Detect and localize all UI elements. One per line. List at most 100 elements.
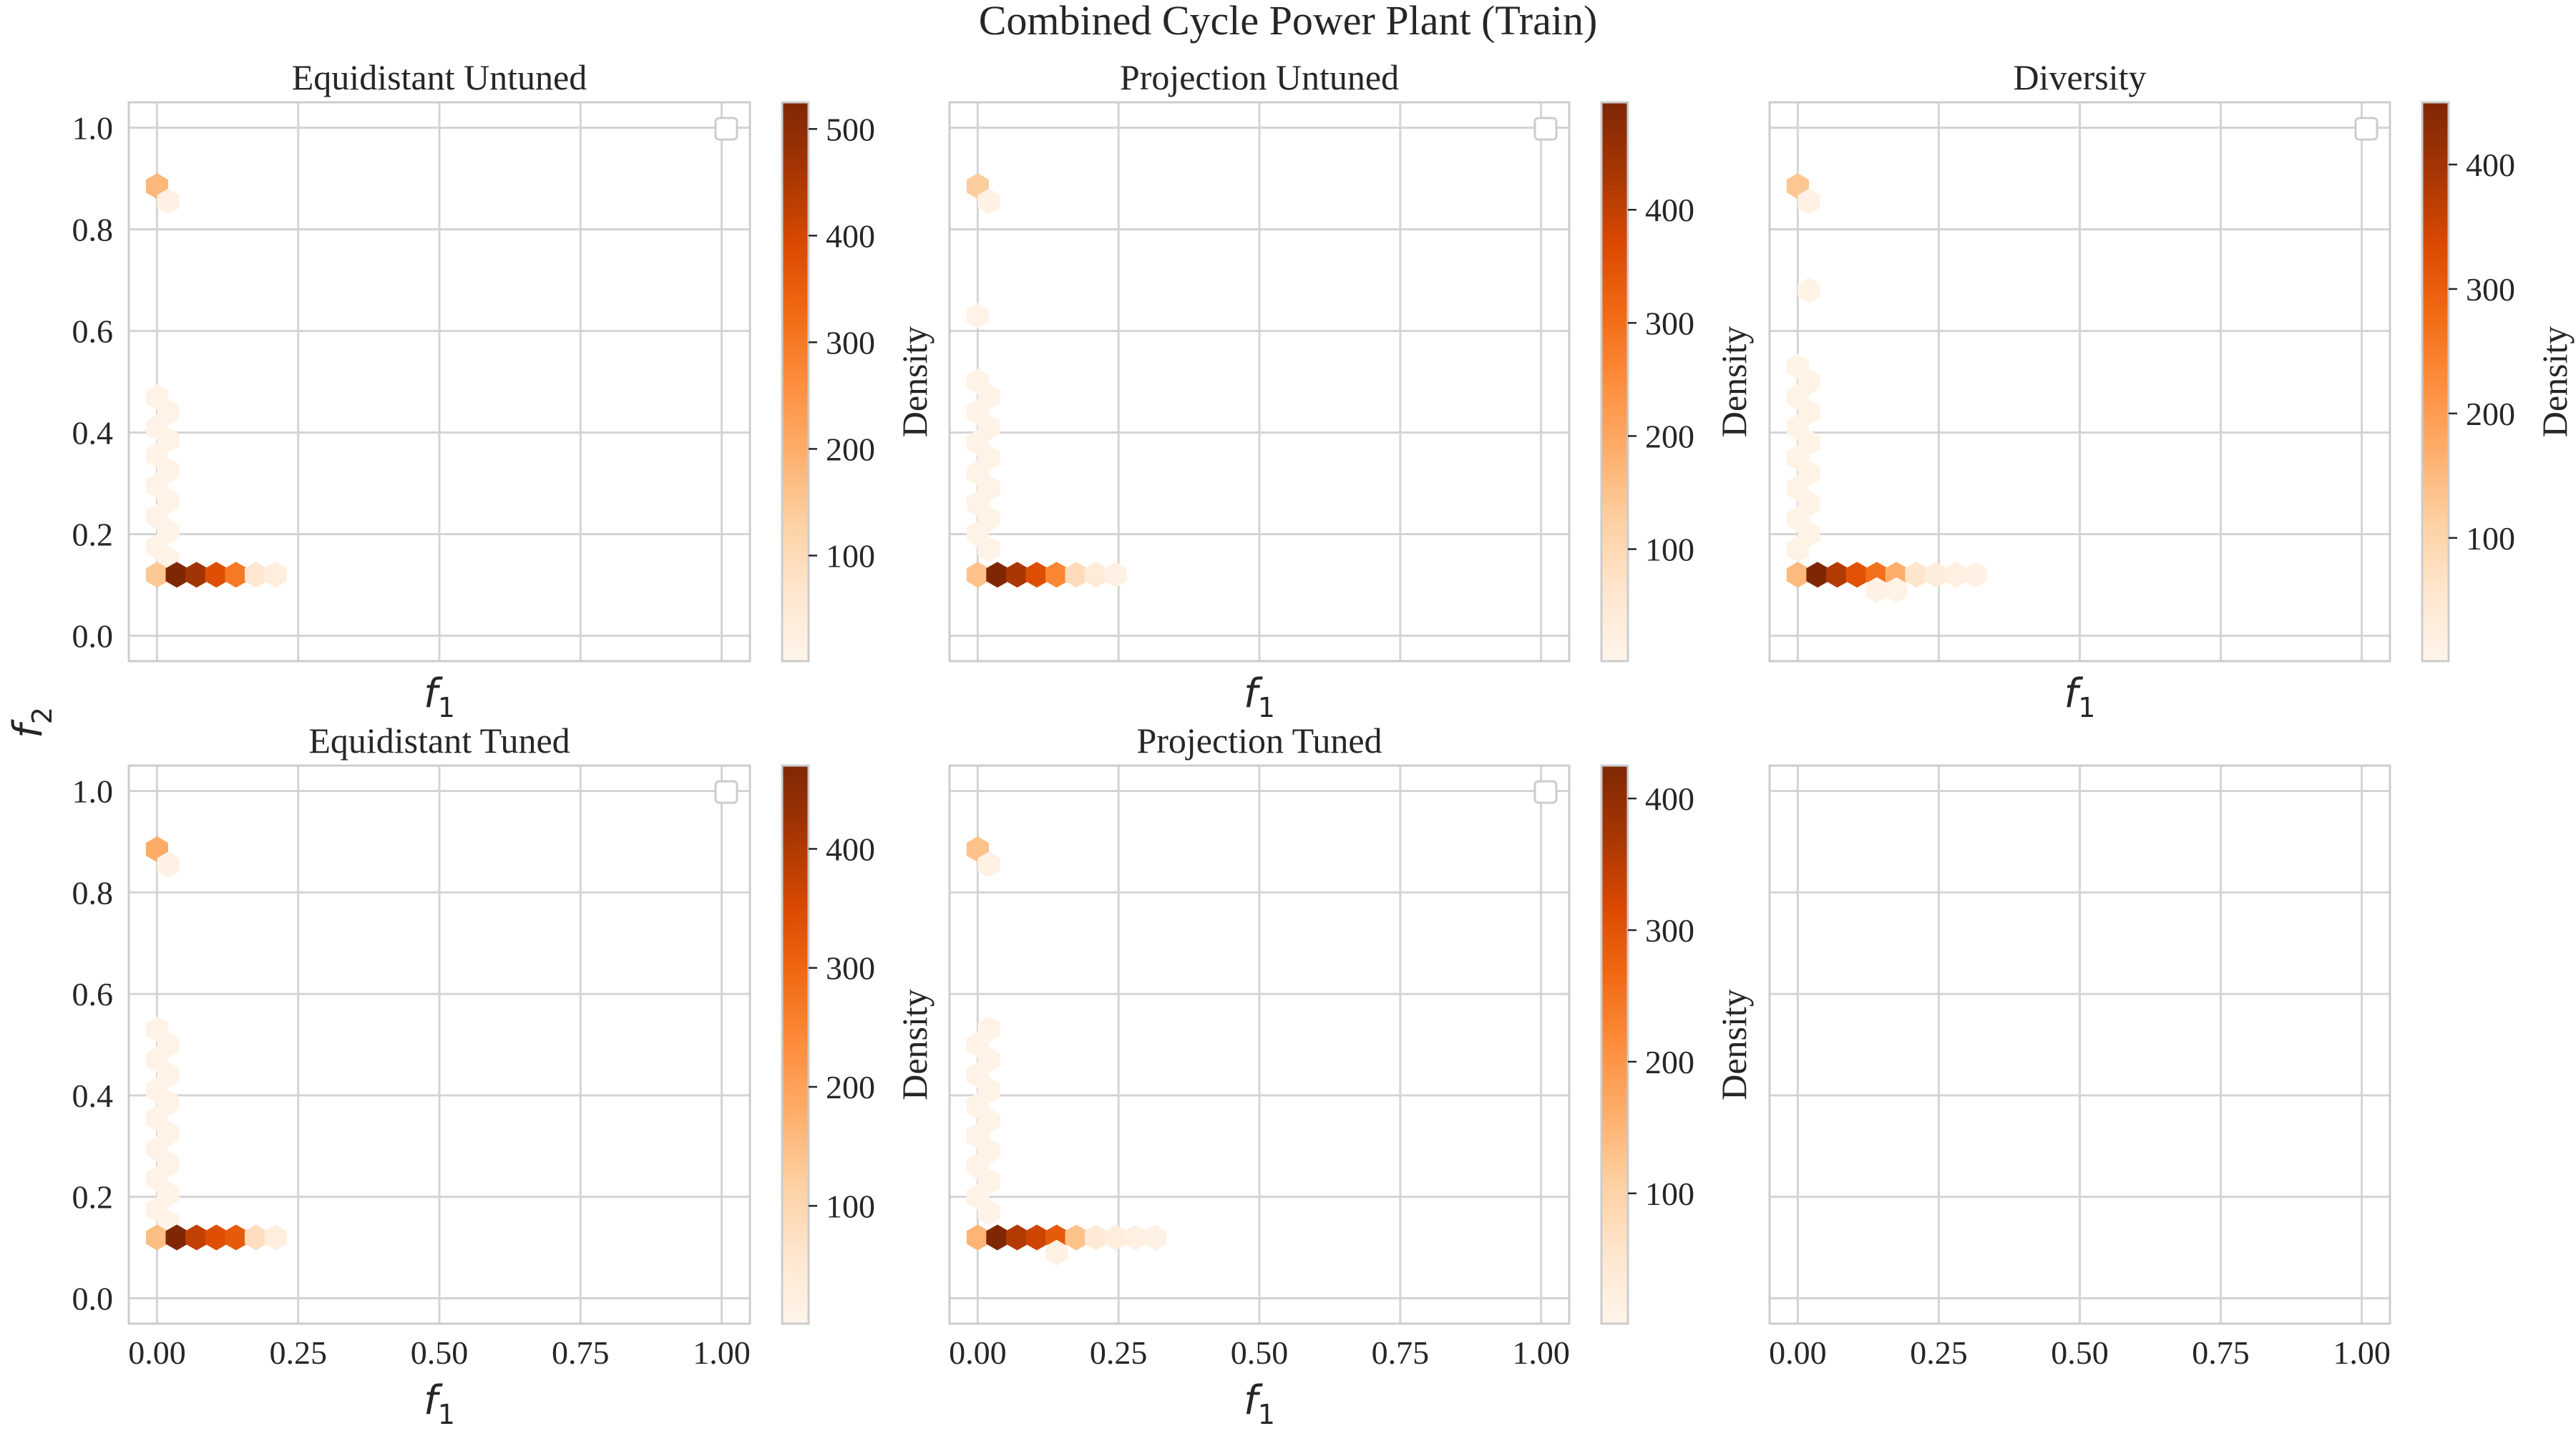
hexbin-cell: [245, 562, 268, 588]
colorbar: 100 200 300 400 Density: [1600, 764, 1754, 1325]
hexbin-cell: [225, 1224, 248, 1251]
y-tick-label: 0.0: [72, 1281, 114, 1317]
hexbin-cell: [1885, 577, 1908, 603]
axes-frame: [1768, 764, 2391, 1325]
colorbar-tick-label: 400: [826, 218, 875, 254]
colorbar-tick-label: 300: [1645, 305, 1694, 341]
x-tick-label: 0.50: [411, 1334, 469, 1371]
colorbar: 100 200 300 400 Density: [1600, 101, 1754, 663]
colorbar-gradient: [781, 101, 810, 663]
hexbin-cell: [165, 1224, 188, 1251]
y-tick-label: 0.2: [72, 517, 114, 553]
hexbin-cell: [977, 536, 1000, 562]
hexbin-cell: [157, 188, 180, 215]
hexbin-cell: [986, 562, 1009, 588]
x-tick-label: 0.25: [1910, 1334, 1968, 1371]
colorbar-label: Density: [894, 326, 935, 438]
colorbar-gradient: [1600, 101, 1629, 663]
hexbin-cell: [1964, 562, 1987, 588]
x-tick-label: 0.50: [2051, 1334, 2109, 1371]
subplot-title: Projection Untuned: [1120, 57, 1399, 97]
hexbin-cell: [1104, 1224, 1127, 1251]
y-tick-label: 0.8: [72, 874, 114, 911]
subplot-title: Equidistant Tuned: [308, 721, 570, 761]
hexbin-cell: [1065, 562, 1088, 588]
hexbin-cell: [264, 562, 287, 588]
axes-frame: [948, 101, 1571, 663]
hexbin-cell: [1005, 1224, 1029, 1251]
colorbar-label: Density: [1714, 989, 1754, 1100]
axes-frame: [127, 764, 751, 1325]
subplot-4: Equidistant Tuned 0.0 0.2 0.4 0.6 0.8 1.0 0.00 0…: [72, 721, 935, 1430]
axes-frame: [1768, 101, 2391, 663]
x-tick-label: 1.00: [2333, 1334, 2391, 1371]
x-tick-label: 0.00: [1769, 1334, 1827, 1371]
x-tick-label: 0.00: [949, 1334, 1007, 1371]
x-tick-label: 0.25: [1090, 1334, 1148, 1371]
colorbar-tick-label: 300: [826, 950, 875, 987]
x-tick-label: 0.25: [269, 1334, 327, 1371]
hexbin-cell: [264, 1224, 287, 1251]
colorbar-tick-label: 400: [1645, 781, 1694, 817]
colorbar-label: Density: [1714, 326, 1754, 438]
y-tick-label: 0.0: [72, 618, 114, 655]
x-tick-label: 0.75: [1372, 1334, 1430, 1371]
legend-box: [714, 117, 738, 141]
hexbin-cell: [185, 562, 208, 588]
hexbin-cell: [966, 303, 989, 329]
colorbar-gradient: [2421, 101, 2450, 663]
colorbar-tick-label: 300: [826, 324, 875, 361]
colorbar-label: Density: [894, 989, 935, 1100]
x-tick-label: 0.00: [128, 1334, 186, 1371]
hexbin-cell: [1143, 1224, 1166, 1251]
figure-y-axis-label-sub: 2: [26, 707, 58, 724]
colorbar-tick-label: 100: [1645, 1176, 1694, 1212]
hexbin-cell: [1924, 562, 1948, 588]
hexbin-cell: [1005, 562, 1029, 588]
hexbin-cell: [1085, 562, 1108, 588]
colorbar-tick-label: 400: [1645, 192, 1694, 228]
subplot-6: 0.00 0.25 0.50 0.75 1.00: [1768, 764, 2391, 1371]
hexbin-cell: [1845, 562, 1868, 588]
hexbin-cell: [1104, 562, 1127, 588]
hexbin-cell: [205, 1224, 228, 1251]
hexbin-cell: [977, 851, 1000, 878]
colorbar: 100 200 300 400 Density: [2421, 101, 2575, 663]
colorbar-tick-label: 100: [826, 537, 875, 574]
subplot-1: Equidistant Untuned0.00.20.40.60.81.0f11…: [72, 57, 935, 723]
hexbin-cell: [185, 1224, 208, 1251]
hexbin-cell: [205, 562, 228, 588]
colorbar-tick-label: 400: [826, 831, 875, 867]
legend-box: [2354, 117, 2379, 141]
hexbin-cell: [1806, 562, 1829, 588]
y-tick-label: 1.0: [72, 773, 114, 809]
hexbin-cell: [1797, 277, 1820, 303]
figure-title: Combined Cycle Power Plant (Train): [979, 0, 1598, 44]
hexbin-cell: [157, 851, 180, 878]
colorbar-label: Density: [2534, 326, 2575, 438]
x-axis-label-sub: 1: [2078, 692, 2095, 723]
legend-box: [1533, 117, 1558, 141]
colorbar: 100 200 300 400 500 Density: [781, 101, 935, 663]
hexbin-cell: [225, 562, 248, 588]
hexbin-cell: [1045, 1239, 1068, 1266]
y-tick-label: 1.0: [72, 110, 114, 147]
x-tick-label: 1.00: [693, 1334, 751, 1371]
hexbin-cell: [1797, 188, 1820, 215]
x-axis-label: f1: [2064, 670, 2096, 723]
colorbar-gradient: [1600, 764, 1629, 1325]
subplot-title: Diversity: [2013, 57, 2146, 97]
hexbin-cell: [1025, 1224, 1048, 1251]
hexbin-cell: [966, 1224, 989, 1251]
hexbin-cell: [1786, 536, 1809, 562]
hexbin-cell: [1944, 562, 1967, 588]
colorbar-tick-label: 300: [2466, 271, 2515, 308]
y-tick-label: 0.4: [72, 1078, 114, 1114]
hexbin-cell: [245, 1224, 268, 1251]
colorbar-tick-label: 100: [2466, 520, 2515, 557]
x-tick-label: 0.75: [552, 1334, 610, 1371]
hexbin-cell: [1124, 1224, 1147, 1251]
hexbin-cell: [145, 1224, 168, 1251]
